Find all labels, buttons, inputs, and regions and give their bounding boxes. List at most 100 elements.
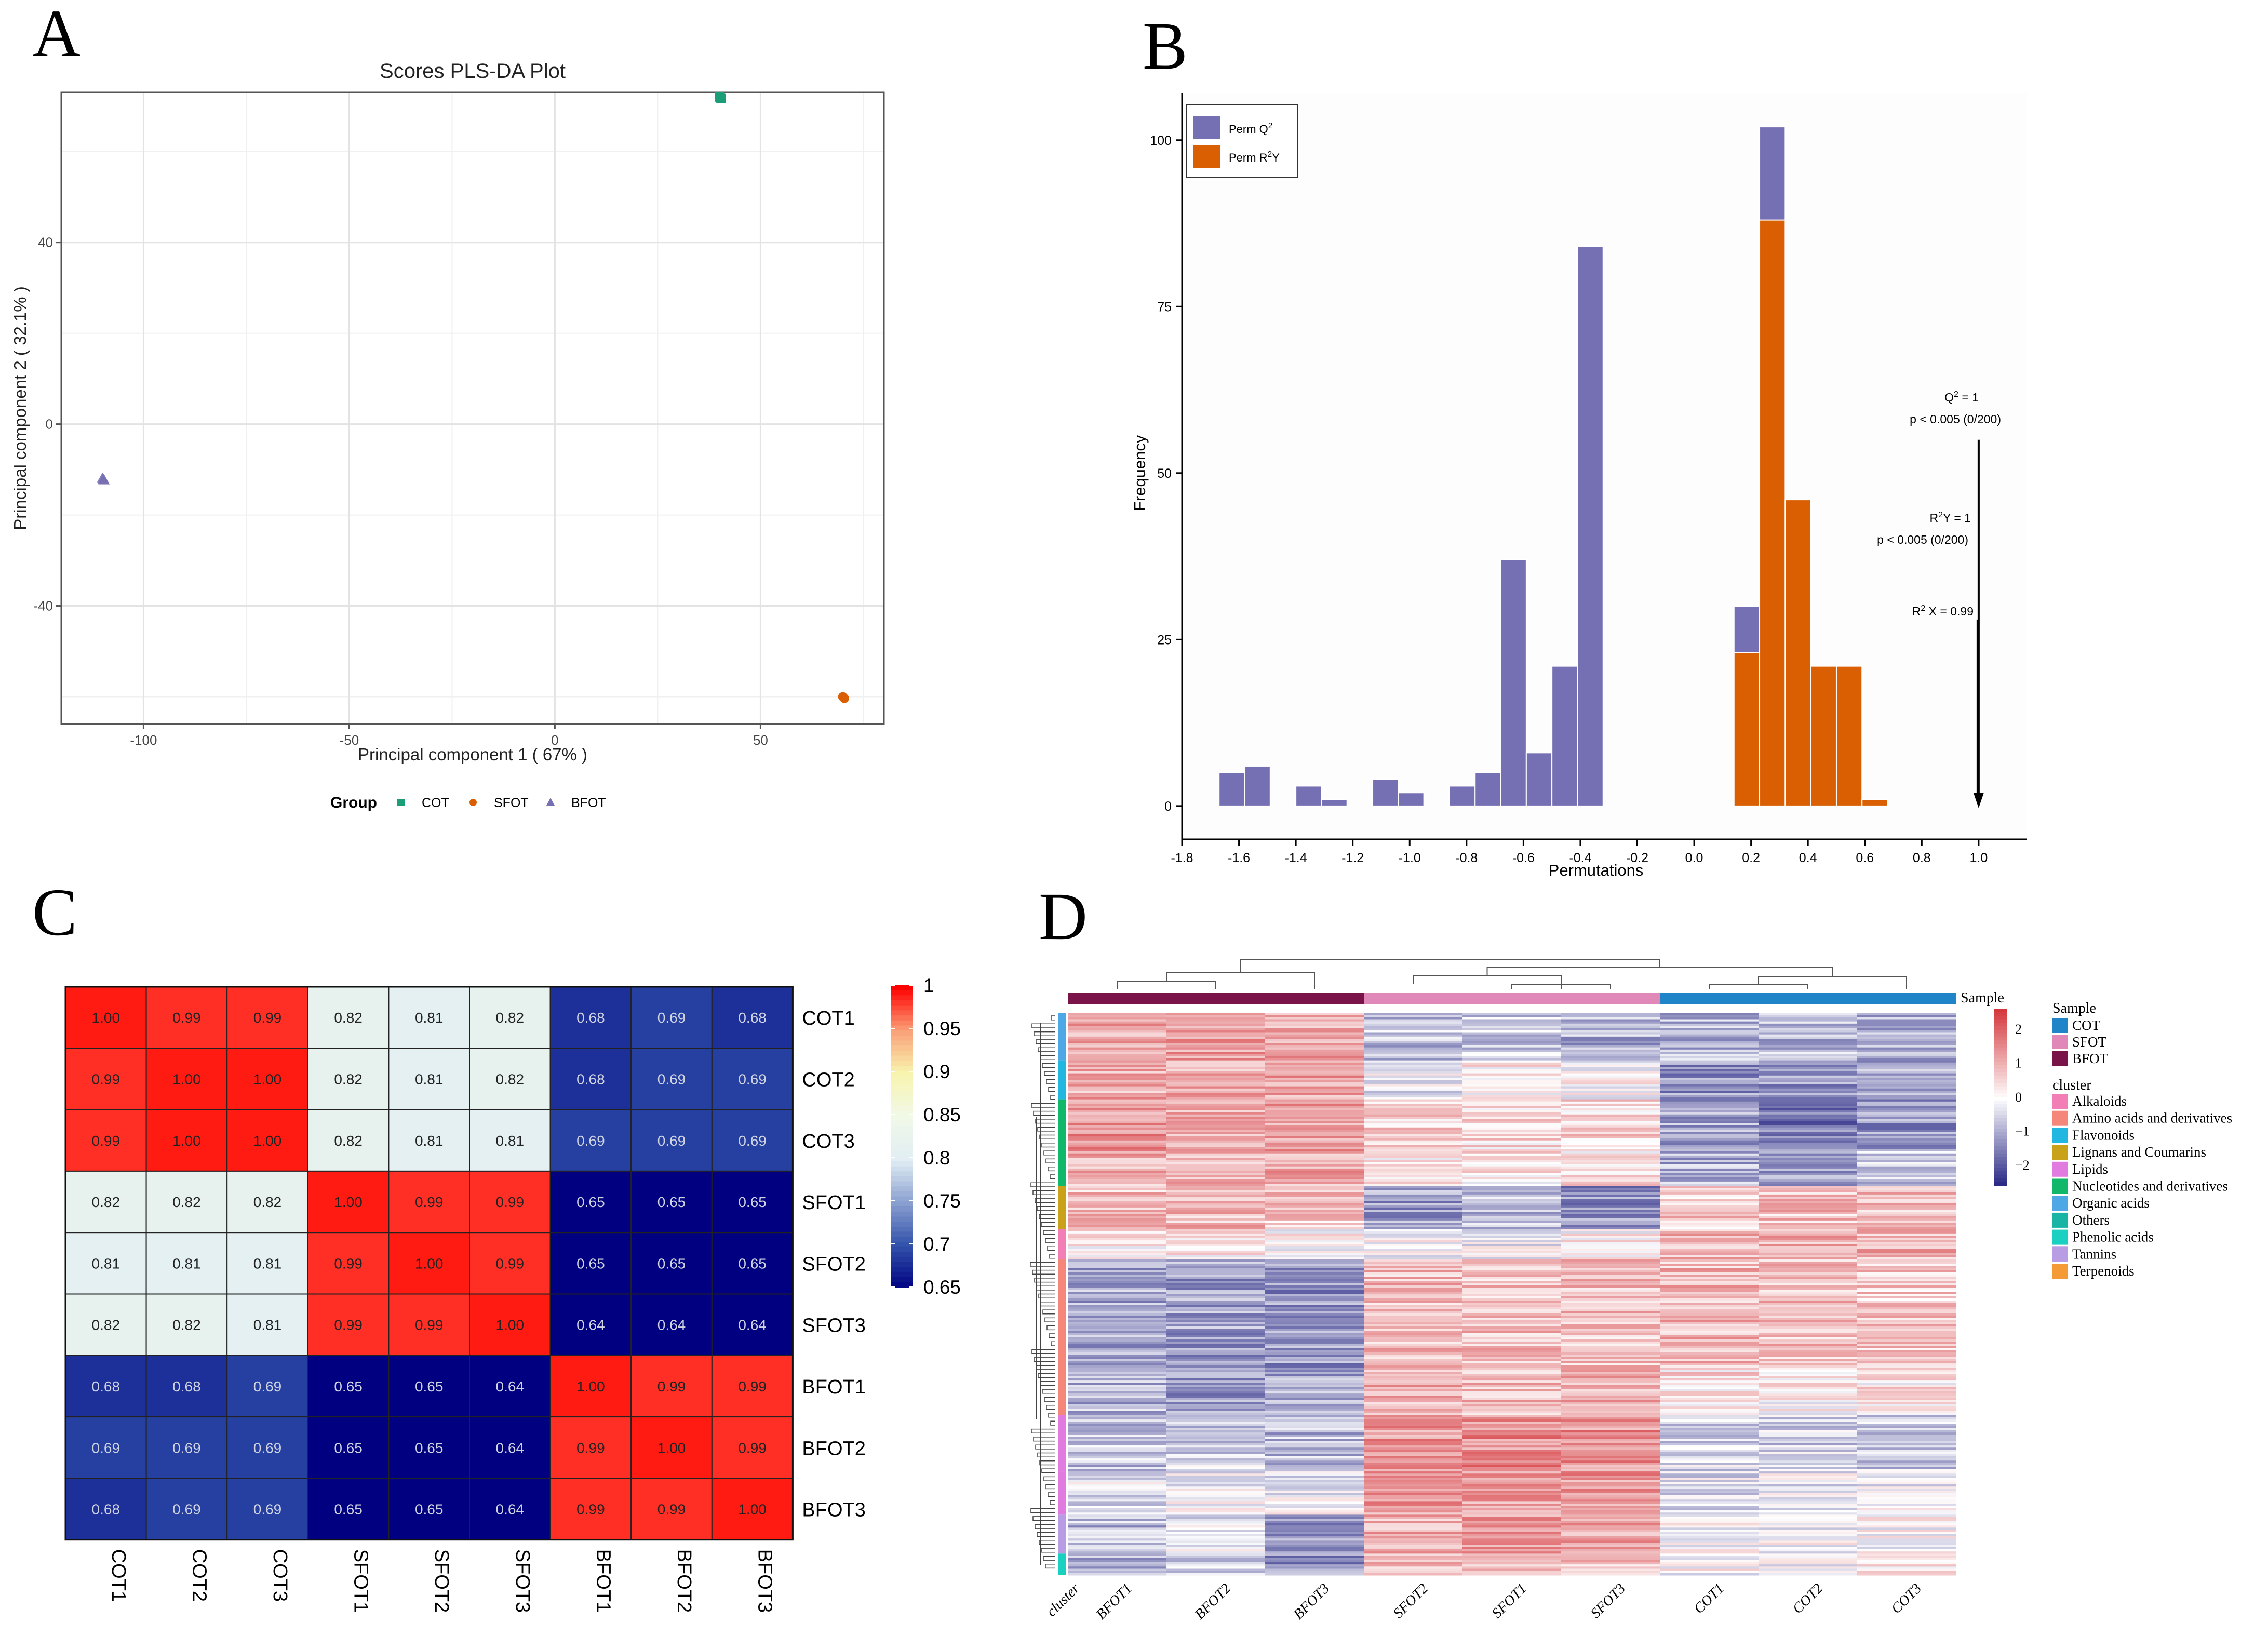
heatmap-cell (1166, 1238, 1266, 1240)
heatmap-cell (1265, 1534, 1364, 1537)
heatmap-cell (1561, 1238, 1660, 1240)
heatmap-cell (1462, 1214, 1562, 1217)
row-label: COT2 (802, 1069, 854, 1091)
heatmap-cell (1561, 1216, 1660, 1219)
heatmap-cell (1759, 1346, 1858, 1349)
heatmap-cell (1759, 1456, 1858, 1459)
heatmap-cell (1857, 1210, 1956, 1212)
heatmap-cell (1166, 1333, 1266, 1336)
heatmap-cell (1068, 1019, 1167, 1022)
heatmap-cell (1364, 1309, 1463, 1312)
legend-label: Perm R2Y (1229, 150, 1280, 164)
heatmap-cell (1068, 1034, 1167, 1037)
heatmap-cell (1561, 1290, 1660, 1292)
colorbar-segment (891, 1141, 913, 1147)
heatmap-cell (1561, 1415, 1660, 1418)
heatmap-cell (1561, 1309, 1660, 1312)
heatmap-cell (1462, 1090, 1562, 1093)
heatmap-cell (1561, 1190, 1660, 1193)
heatmap-cell (1462, 1134, 1562, 1136)
heatmap-cell (1068, 1473, 1167, 1476)
heatmap-cell (1462, 1473, 1562, 1476)
heatmap-cell (1364, 1188, 1463, 1191)
heatmap-cell (1068, 1051, 1167, 1054)
heatmap-cell (1364, 1324, 1463, 1327)
heatmap-cell (1068, 1225, 1167, 1227)
heatmap-cell (1068, 1508, 1167, 1511)
heatmap-cell (1462, 1259, 1562, 1262)
heatmap-cell (1857, 1292, 1956, 1294)
heatmap-cell (1166, 1443, 1266, 1446)
cell-value: 0.64 (576, 1317, 605, 1333)
heatmap-cell (1561, 1015, 1660, 1017)
heatmap-cell (1265, 1190, 1364, 1193)
heatmap-cell (1660, 1430, 1759, 1433)
heatmap-cell (1759, 1460, 1858, 1463)
heatmap-cell (1166, 1054, 1266, 1056)
colorbar-segment (891, 1211, 913, 1217)
heatmap-cell (1759, 1060, 1858, 1063)
heatmap-cell (1660, 1510, 1759, 1513)
heatmap-cell (1759, 1480, 1858, 1483)
cell-value: 0.99 (334, 1255, 363, 1271)
heatmap-cell (1068, 1140, 1167, 1143)
colorbar-segment (1994, 1037, 2007, 1041)
colorbar-segment (1994, 1054, 2007, 1059)
heatmap-cell (1759, 1571, 1858, 1574)
heatmap-cell (1364, 1257, 1463, 1260)
cell-value: 0.69 (172, 1440, 201, 1456)
heatmap-cell (1068, 1145, 1167, 1147)
heatmap-cell (1759, 1348, 1858, 1351)
colorbar-segment (891, 1282, 913, 1288)
cluster-legend-swatch (2052, 1128, 2068, 1143)
heatmap-cell (1364, 1380, 1463, 1383)
heatmap-cell (1660, 1277, 1759, 1279)
heatmap-cell (1660, 1348, 1759, 1351)
heatmap-cell (1660, 1017, 1759, 1020)
heatmap-cell (1462, 1067, 1562, 1069)
heatmap-cell (1068, 1510, 1167, 1513)
cell-value: 0.82 (172, 1194, 201, 1210)
heatmap-cell (1759, 1023, 1858, 1026)
heatmap-cell (1660, 1054, 1759, 1056)
heatmap-cell (1166, 1430, 1266, 1433)
heatmap-cell (1462, 1560, 1562, 1563)
heatmap-cell (1857, 1294, 1956, 1297)
heatmap-cell (1561, 1038, 1660, 1041)
heatmap-cell (1660, 1307, 1759, 1310)
heatmap-cell (711, 1109, 794, 1172)
heatmap-cell (1068, 1238, 1167, 1240)
heatmap-cell (1561, 1400, 1660, 1403)
histogram-bar-q2 (1500, 559, 1527, 807)
heatmap-cell (1857, 1080, 1956, 1082)
heatmap-cell (1068, 1062, 1167, 1065)
heatmap-cell (1265, 1084, 1364, 1087)
heatmap-cell (1561, 1082, 1660, 1084)
heatmap-cell (1068, 1160, 1167, 1162)
heatmap-cell (1561, 1231, 1660, 1234)
heatmap-cell (1561, 1489, 1660, 1492)
heatmap-cell (1857, 1491, 1956, 1494)
heatmap-cell (1068, 1275, 1167, 1277)
heatmap-cell (1166, 1251, 1266, 1253)
heatmap-cell (1166, 1275, 1266, 1277)
heatmap-cell (1068, 1242, 1167, 1245)
heatmap-cell (1068, 1212, 1167, 1214)
heatmap-cell (549, 1170, 632, 1234)
heatmap-cell (1660, 1385, 1759, 1388)
heatmap-cell (1364, 1082, 1463, 1084)
heatmap-cell (1265, 1216, 1364, 1219)
heatmap-cell (1561, 1129, 1660, 1132)
colorbar-segment (891, 1136, 913, 1142)
heatmap-cell (1068, 1374, 1167, 1377)
heatmap-cell (1857, 1153, 1956, 1156)
heatmap-cell (1068, 1266, 1167, 1269)
heatmap-cell (1265, 1415, 1364, 1418)
heatmap-cell (1462, 1376, 1562, 1379)
heatmap-cell (1759, 1398, 1858, 1401)
heatmap-cell (1265, 1536, 1364, 1539)
heatmap-cell (1068, 1348, 1167, 1351)
heatmap-cell (1561, 1471, 1660, 1474)
heatmap-cell (1561, 1441, 1660, 1444)
cell-value: 0.99 (657, 1378, 686, 1395)
